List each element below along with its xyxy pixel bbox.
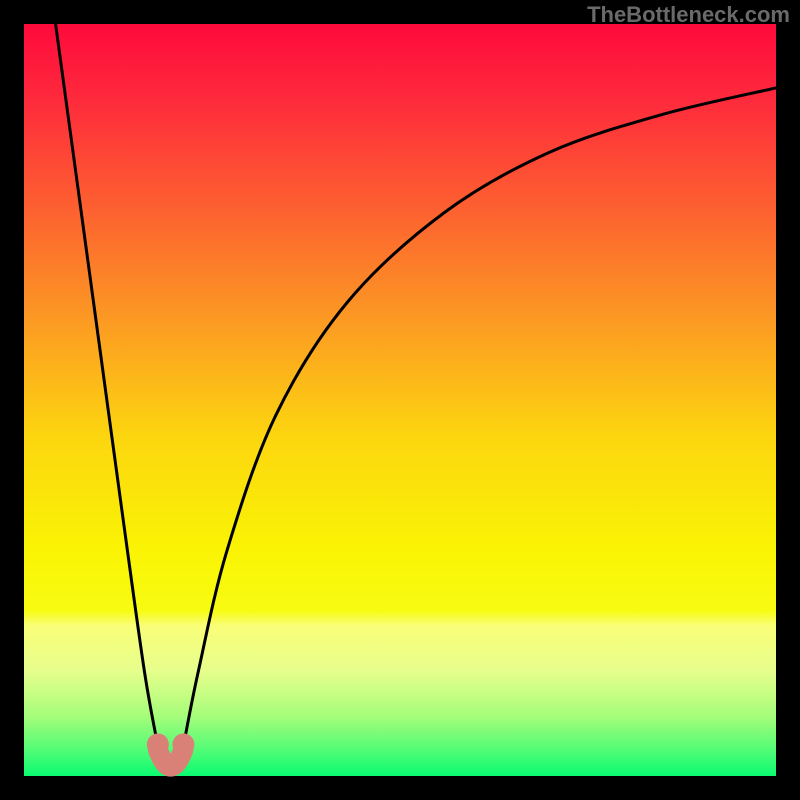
chart-container: TheBottleneck.com xyxy=(0,0,800,800)
optimum-marker xyxy=(147,733,169,755)
chart-background xyxy=(24,24,776,776)
optimum-marker xyxy=(172,733,194,755)
bottleneck-chart xyxy=(0,0,800,800)
watermark-text: TheBottleneck.com xyxy=(587,2,790,28)
